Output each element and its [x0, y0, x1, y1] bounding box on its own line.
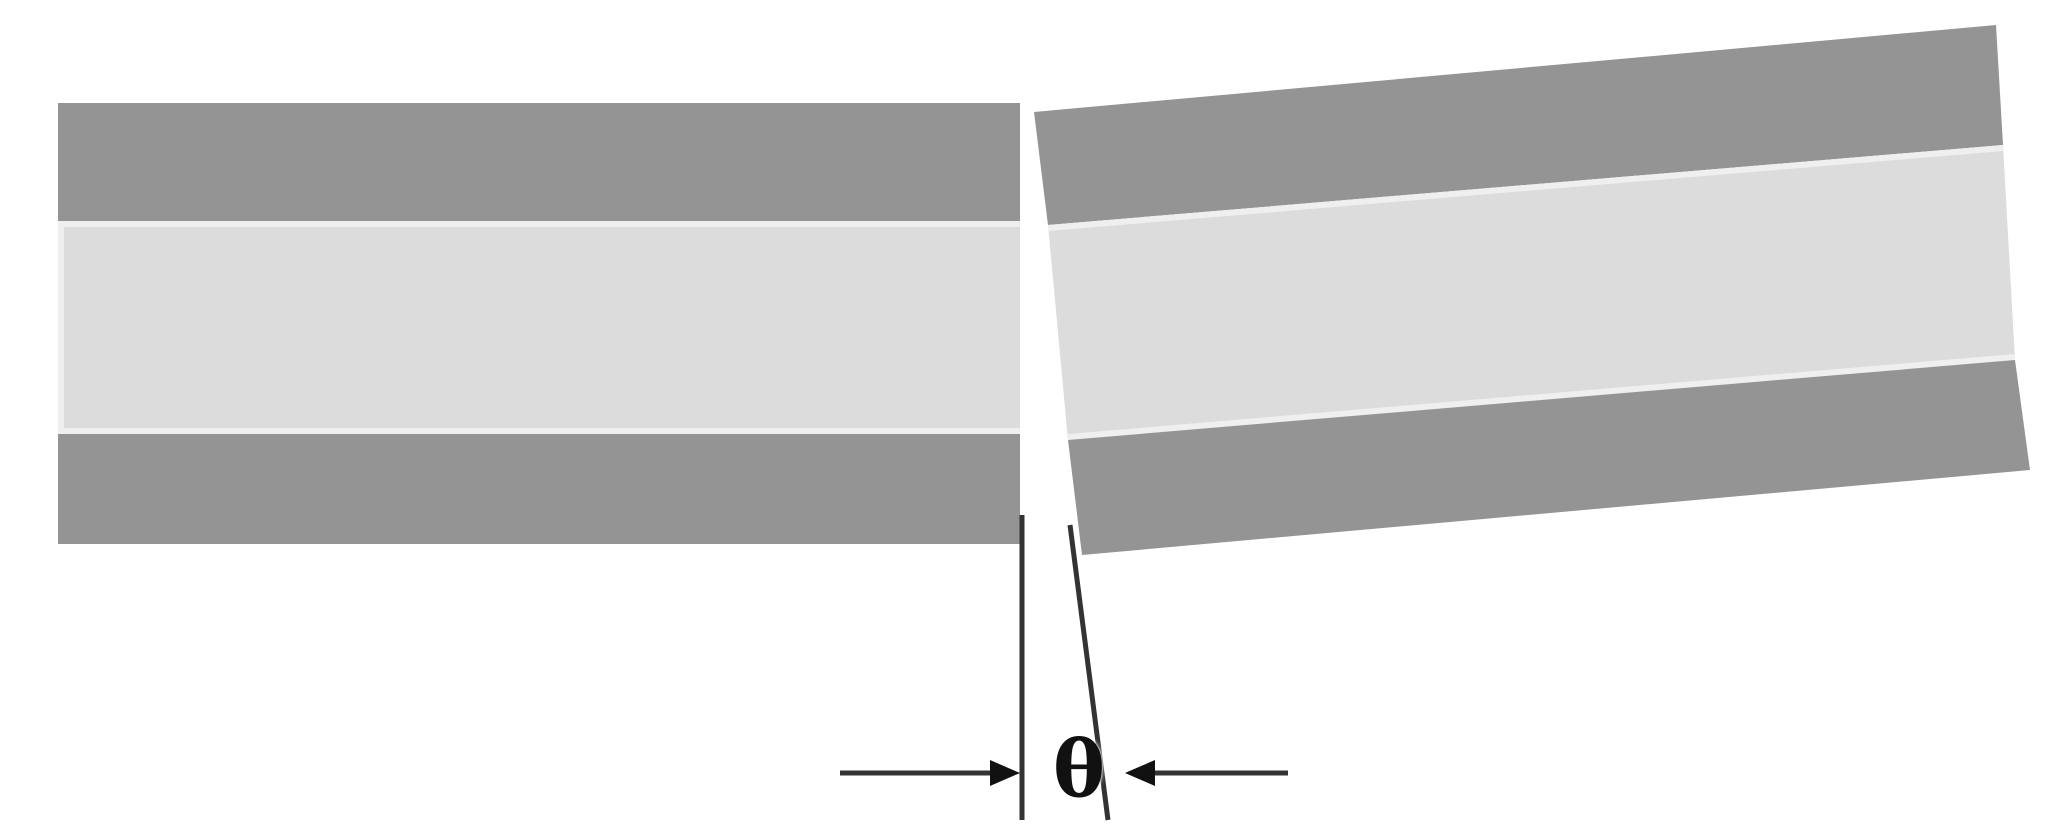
left-fiber-bottom-cladding — [58, 434, 1020, 544]
right-dimension-arrow — [1125, 760, 1288, 786]
angle-theta-label: θ — [1052, 724, 1106, 815]
right-fiber-top-cladding — [1034, 25, 2003, 225]
left-fiber-top-cladding — [58, 103, 1020, 221]
right-fiber-core-edge-top — [1048, 145, 2003, 231]
right-fiber-bottom-cladding — [1068, 360, 2030, 555]
left-fiber-core — [58, 221, 1020, 434]
left-fiber-core-edge-bottom — [58, 428, 1020, 434]
left-fiber-core-edge-left — [58, 221, 64, 434]
left-fiber — [58, 103, 1020, 544]
left-fiber-core-edge-top — [58, 221, 1020, 227]
right-fiber — [1034, 25, 2030, 555]
left-dimension-arrow — [840, 760, 1020, 786]
right-fiber-core-edge-bottom — [1068, 354, 2015, 440]
right-fiber-core — [1048, 145, 2015, 440]
tilted-reference-line — [1067, 524, 1111, 821]
